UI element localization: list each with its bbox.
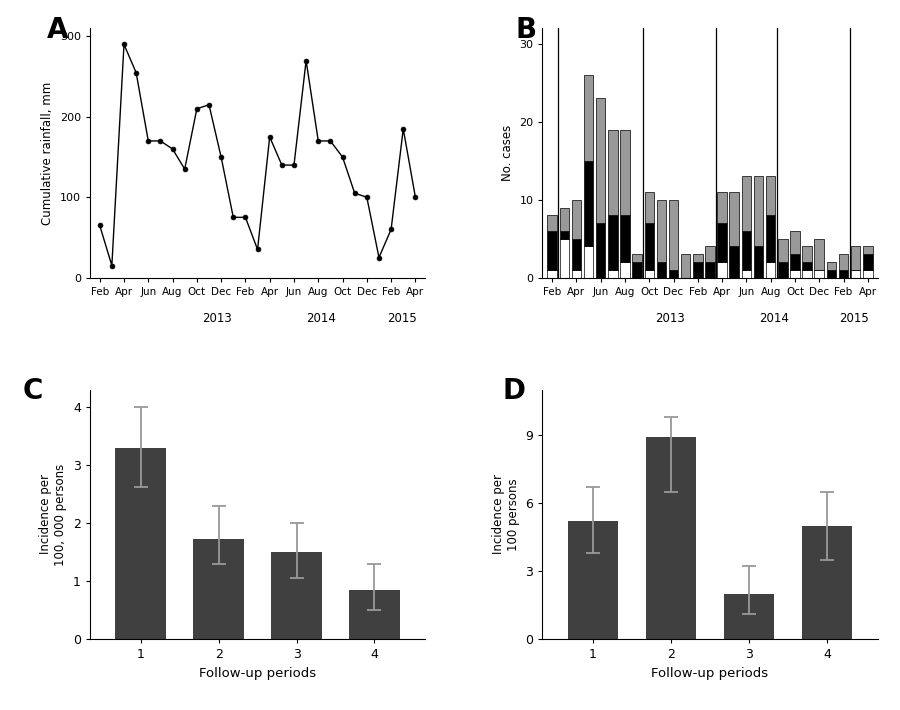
- Text: 2014: 2014: [759, 312, 788, 325]
- Text: 2013: 2013: [202, 312, 232, 325]
- Bar: [802, 262, 812, 270]
- Bar: [572, 270, 581, 278]
- Bar: [657, 262, 666, 278]
- Bar: [620, 130, 630, 215]
- Text: 2015: 2015: [839, 312, 868, 325]
- Bar: [271, 552, 322, 639]
- Bar: [863, 254, 872, 270]
- Bar: [790, 270, 800, 278]
- Bar: [814, 239, 824, 270]
- Text: A: A: [47, 16, 68, 44]
- Text: B: B: [516, 16, 536, 44]
- X-axis label: Follow-up periods: Follow-up periods: [652, 667, 769, 679]
- Bar: [349, 590, 400, 639]
- Bar: [826, 270, 836, 278]
- Bar: [657, 200, 666, 262]
- Text: 2013: 2013: [655, 312, 685, 325]
- Bar: [596, 223, 606, 278]
- Bar: [730, 192, 739, 246]
- Bar: [633, 254, 642, 262]
- Bar: [681, 254, 690, 278]
- Bar: [620, 262, 630, 278]
- Bar: [850, 246, 860, 270]
- Bar: [644, 192, 654, 223]
- Bar: [568, 521, 618, 639]
- Bar: [560, 239, 569, 278]
- Text: 2015: 2015: [387, 312, 417, 325]
- Bar: [754, 176, 763, 246]
- Bar: [839, 254, 848, 270]
- Bar: [742, 270, 751, 278]
- Bar: [717, 223, 727, 262]
- Bar: [850, 270, 860, 278]
- Bar: [547, 231, 557, 270]
- Bar: [778, 262, 788, 278]
- Bar: [620, 215, 630, 262]
- Text: D: D: [502, 377, 526, 405]
- Bar: [560, 207, 569, 231]
- Bar: [608, 130, 617, 215]
- Bar: [584, 160, 593, 246]
- Bar: [766, 176, 776, 215]
- Bar: [839, 270, 848, 278]
- Bar: [644, 223, 654, 270]
- Bar: [669, 200, 679, 270]
- Bar: [826, 262, 836, 270]
- Bar: [706, 262, 715, 278]
- Y-axis label: Cumulative rainfall, mm: Cumulative rainfall, mm: [41, 82, 54, 224]
- Y-axis label: Incidence per
100 persons: Incidence per 100 persons: [491, 474, 520, 555]
- Bar: [706, 246, 715, 262]
- Bar: [596, 99, 606, 223]
- Bar: [194, 540, 244, 639]
- Bar: [863, 270, 872, 278]
- Bar: [584, 246, 593, 278]
- Bar: [717, 192, 727, 223]
- Bar: [790, 254, 800, 270]
- Bar: [115, 448, 166, 639]
- Bar: [863, 246, 872, 254]
- Bar: [572, 200, 581, 239]
- Bar: [608, 215, 617, 270]
- Bar: [547, 270, 557, 278]
- Bar: [645, 437, 697, 639]
- Bar: [814, 270, 824, 278]
- Bar: [742, 231, 751, 270]
- Y-axis label: No. cases: No. cases: [500, 125, 514, 181]
- Bar: [669, 270, 679, 278]
- Bar: [730, 246, 739, 278]
- Text: C: C: [23, 377, 43, 405]
- Bar: [766, 262, 776, 278]
- Bar: [766, 215, 776, 262]
- Bar: [802, 246, 812, 262]
- Bar: [633, 262, 642, 278]
- Bar: [802, 525, 852, 639]
- Bar: [644, 270, 654, 278]
- Bar: [778, 239, 788, 262]
- Bar: [693, 262, 703, 278]
- Bar: [754, 246, 763, 278]
- Text: 2014: 2014: [306, 312, 337, 325]
- X-axis label: Follow-up periods: Follow-up periods: [199, 667, 316, 679]
- Bar: [693, 254, 703, 262]
- Bar: [742, 176, 751, 231]
- Bar: [717, 262, 727, 278]
- Bar: [724, 594, 774, 639]
- Bar: [547, 215, 557, 231]
- Bar: [584, 75, 593, 160]
- Bar: [802, 270, 812, 278]
- Y-axis label: Incidence per
100, 000 persons: Incidence per 100, 000 persons: [40, 463, 68, 565]
- Bar: [572, 239, 581, 270]
- Bar: [608, 270, 617, 278]
- Bar: [790, 231, 800, 254]
- Bar: [560, 231, 569, 239]
